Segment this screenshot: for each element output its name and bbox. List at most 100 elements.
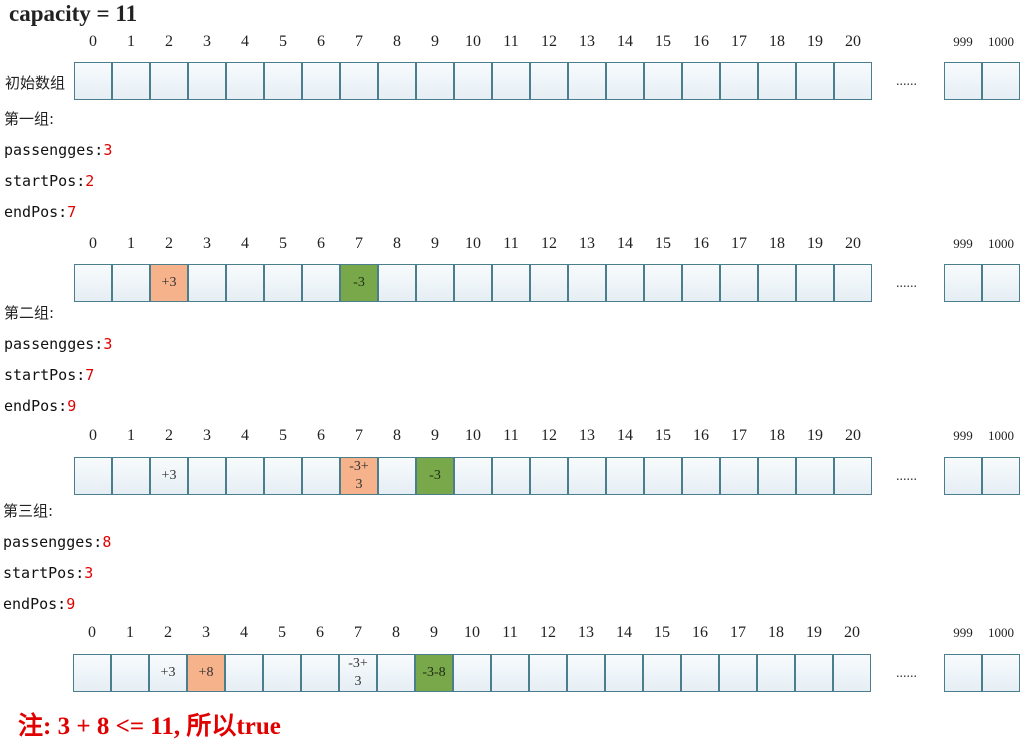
ellipsis: ...... [896,276,917,291]
array-cell [378,62,416,100]
index-label: 4 [241,33,249,50]
cell-value: -3+ 3 [349,459,369,492]
array-cell [720,264,758,302]
array-row: +3 +8 -3+ 3 -3-8...... [0,654,1028,692]
array-cell [720,457,758,495]
index-label: 17 [730,624,746,641]
index-label: 14 [617,235,633,252]
cell-value: -3+ 3 [348,656,368,689]
index-label: 1 [126,624,134,641]
array-cell [492,62,530,100]
index-label: 2 [165,235,173,252]
index-label: 19 [807,33,823,50]
array-cell [834,457,872,495]
index-label: 6 [317,235,325,252]
array-cell [758,62,796,100]
index-label: 12 [541,427,557,444]
index-row: 0 1 2 3 4 5 6 7 8 9 10 11 12 13 14 15 16 17 18 19 20 999 1000 [0,624,1028,646]
index-label: 11 [502,624,518,641]
index-label: 7 [355,427,363,444]
array-cell [795,654,833,692]
param-key: passengges: [3,533,103,551]
array-cell [302,264,340,302]
cell-value: -3-8 [422,665,446,680]
index-label: 1 [127,427,135,444]
start-pos-param: startPos:2 [4,172,94,190]
array-cell [302,62,340,100]
param-value: 3 [84,564,94,582]
index-label: 19 [806,624,822,641]
array-cell [720,62,758,100]
param-key: startPos: [3,564,85,582]
array-row: +3 -3...... [0,264,1028,302]
index-label: 13 [579,235,595,252]
array-cell: +3 [150,457,188,495]
array-cell [568,62,606,100]
index-label: 7 [355,33,363,50]
array-cell [188,457,226,495]
index-label: 8 [393,33,401,50]
array-cell [150,62,188,100]
index-label: 3 [203,33,211,50]
array-cell [264,264,302,302]
param-value: 2 [85,172,95,190]
index-row: 0 1 2 3 4 5 6 7 8 9 10 11 12 13 14 15 16 17 18 19 20 999 1000 [0,33,1028,55]
param-key: passengges: [4,335,104,353]
index-label: 15 [654,624,670,641]
array-cell [529,654,567,692]
array-cell [301,654,339,692]
array-cell [757,654,795,692]
index-label: 0 [89,235,97,252]
index-label: 9 [431,33,439,50]
array-cell [340,62,378,100]
end-pos-param: endPos:7 [4,203,76,221]
index-label: 2 [165,33,173,50]
array-cell: -3+ 3 [340,457,378,495]
param-value: 3 [103,141,113,159]
index-label: 16 [692,624,708,641]
index-label: 3 [203,235,211,252]
array-cell [264,457,302,495]
index-label: 999 [953,236,973,251]
array-cell [944,264,982,302]
index-label: 20 [845,33,861,50]
group-label: 第一组: [4,110,55,128]
index-label: 8 [393,235,401,252]
array-cell [74,62,112,100]
end-pos-param: endPos:9 [3,595,75,613]
index-label: 1 [127,235,135,252]
index-label: 4 [240,624,248,641]
array-cell [416,264,454,302]
index-row: 0 1 2 3 4 5 6 7 8 9 10 11 12 13 14 15 16 17 18 19 20 999 1000 [0,427,1028,449]
array-cell [568,457,606,495]
ellipsis: ...... [896,666,917,681]
param-value: 8 [102,533,112,551]
array-cell: -3+ 3 [339,654,377,692]
array-cell [606,62,644,100]
array-cell [112,264,150,302]
index-label: 7 [354,624,362,641]
param-value: 7 [67,203,77,221]
array-cell [944,62,982,100]
index-label: 14 [617,33,633,50]
cell-value: -3 [353,275,365,290]
index-label: 8 [392,624,400,641]
array-cell [682,457,720,495]
index-label: 12 [541,33,557,50]
index-label: 1000 [988,625,1014,640]
index-label: 999 [953,428,973,443]
cell-value: +3 [161,468,177,483]
array-cell: +3 [150,264,188,302]
array-cell [74,264,112,302]
index-label: 17 [731,33,747,50]
index-label: 2 [164,624,172,641]
array-row: +3 -3+ 3 -3...... [0,457,1028,495]
param-key: endPos: [4,203,68,221]
array-cell [681,654,719,692]
array-cell [796,457,834,495]
index-label: 16 [693,33,709,50]
index-label: 20 [845,427,861,444]
index-label: 15 [655,33,671,50]
index-label: 5 [279,33,287,50]
start-pos-param: startPos:3 [3,564,93,582]
